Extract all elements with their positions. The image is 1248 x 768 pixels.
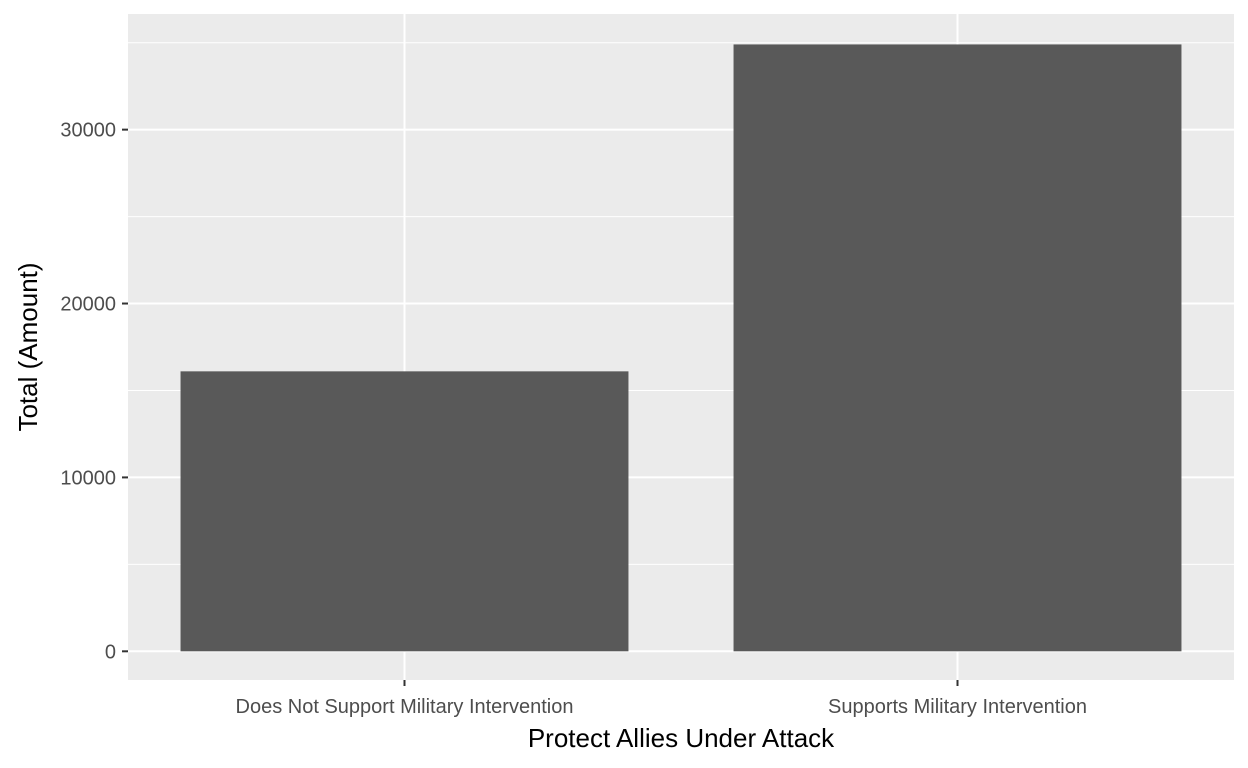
y-tick-label: 30000 bbox=[60, 120, 116, 142]
x-tick-label: Supports Military Intervention bbox=[828, 696, 1087, 718]
y-axis: 0 10000 20000 30000 bbox=[60, 120, 128, 663]
bar bbox=[180, 371, 629, 652]
y-tick-label: 0 bbox=[105, 641, 116, 663]
x-axis: Does Not Support Military Intervention Su… bbox=[236, 680, 1087, 718]
y-axis-title: Total (Amount) bbox=[13, 262, 43, 431]
x-axis-title: Protect Allies Under Attack bbox=[528, 723, 835, 753]
bars bbox=[180, 44, 1182, 652]
y-tick-label: 20000 bbox=[60, 294, 116, 316]
y-tick-label: 10000 bbox=[60, 467, 116, 489]
bar bbox=[733, 44, 1182, 652]
x-tick-label: Does Not Support Military Intervention bbox=[236, 696, 574, 718]
